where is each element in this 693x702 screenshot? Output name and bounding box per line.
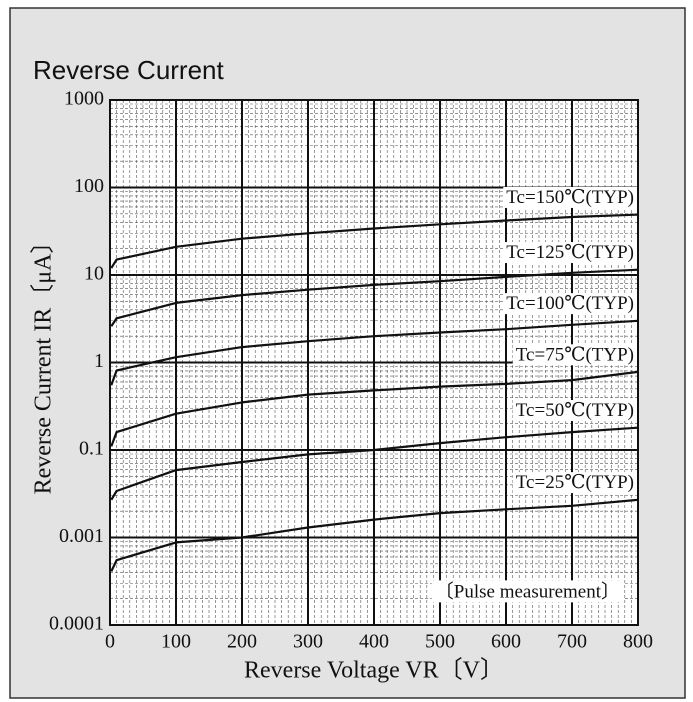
y-tick-label: 0.1 xyxy=(79,438,104,460)
label-background xyxy=(503,186,637,208)
x-tick-label: 100 xyxy=(161,631,191,653)
annotation: 〔Pulse measurement〕 xyxy=(435,580,620,602)
y-tick-label: 1 xyxy=(94,350,104,372)
y-tick-label: 0.0001 xyxy=(49,613,104,635)
y-tick-label: 100 xyxy=(74,175,104,197)
x-tick-label: 400 xyxy=(359,631,389,653)
y-tick-label: 1000 xyxy=(64,88,104,110)
label-background xyxy=(431,580,623,603)
legend-label: Tc=25℃(TYP) xyxy=(516,472,634,493)
series-line xyxy=(110,498,639,572)
x-tick-label: 700 xyxy=(557,631,587,653)
series-line xyxy=(110,426,639,501)
series-line xyxy=(110,213,639,269)
label-background xyxy=(503,242,637,264)
x-tick-label: 200 xyxy=(227,631,257,653)
x-tick-label: 500 xyxy=(425,631,455,653)
series-line xyxy=(110,319,639,386)
series-line xyxy=(110,370,639,447)
x-tick-label: 800 xyxy=(623,631,653,653)
x-tick-label: 600 xyxy=(491,631,521,653)
legend-label: Tc=150℃(TYP) xyxy=(506,187,634,208)
legend-label: Tc=50℃(TYP) xyxy=(516,400,634,421)
y-tick-label: 0.001 xyxy=(59,525,104,547)
label-background xyxy=(503,293,637,315)
label-background xyxy=(512,472,637,494)
plot-border xyxy=(109,99,639,626)
y-axis-label: Reverse Current IR〔μA〕 xyxy=(31,230,57,495)
label-background xyxy=(512,344,637,366)
x-tick-label: 300 xyxy=(293,631,323,653)
label-background xyxy=(512,400,637,422)
legend-label: Tc=75℃(TYP) xyxy=(516,344,634,365)
y-tick-label: 10 xyxy=(84,263,104,285)
series-line xyxy=(110,268,639,327)
x-axis-label: Reverse Voltage VR〔V〕 xyxy=(244,658,504,684)
x-tick-label: 0 xyxy=(105,631,115,653)
legend-label: Tc=125℃(TYP) xyxy=(506,242,634,263)
chart-title: Reverse Current xyxy=(33,55,225,85)
legend-label: Tc=100℃(TYP) xyxy=(506,293,634,314)
